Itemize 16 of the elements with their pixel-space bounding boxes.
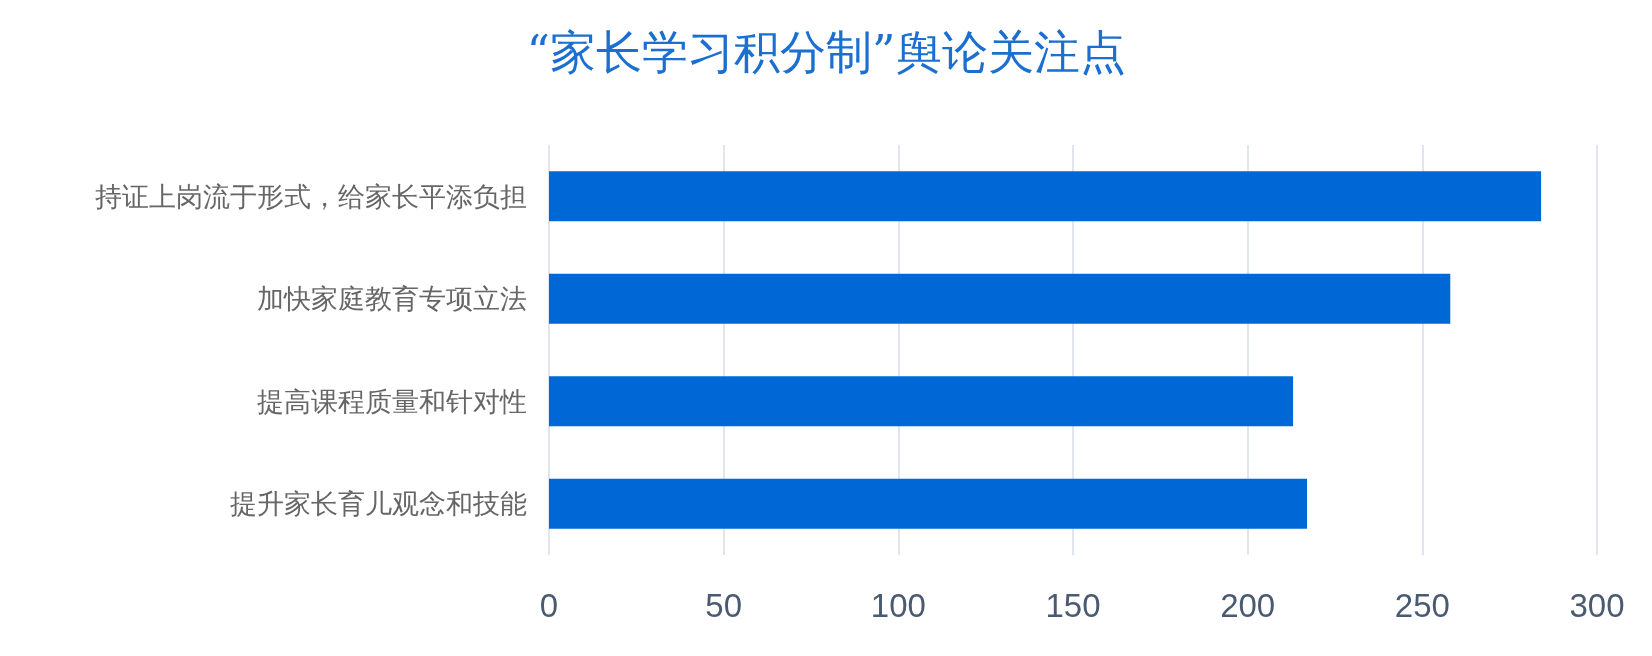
bar — [549, 478, 1308, 529]
x-tick-label: 0 — [539, 587, 559, 624]
x-tick-label: 200 — [1220, 587, 1276, 624]
y-tick-label: 持证上岗流于形式，给家长平添负担 — [95, 180, 527, 212]
y-tick-label: 加快家庭教育专项立法 — [257, 283, 527, 315]
x-tick-label: 250 — [1394, 587, 1450, 624]
x-tick-label: 150 — [1045, 587, 1101, 624]
y-tick-label: 提升家长育儿观念和技能 — [230, 488, 527, 520]
bar — [549, 171, 1542, 222]
bar — [549, 376, 1294, 427]
bar — [549, 273, 1451, 324]
y-tick-label: 提高课程质量和针对性 — [257, 385, 527, 417]
x-tick-label: 100 — [870, 587, 926, 624]
x-tick-label: 50 — [705, 587, 743, 624]
chart-title: “家长学习积分制”舆论关注点 — [526, 25, 1126, 79]
x-tick-label: 300 — [1569, 587, 1625, 624]
